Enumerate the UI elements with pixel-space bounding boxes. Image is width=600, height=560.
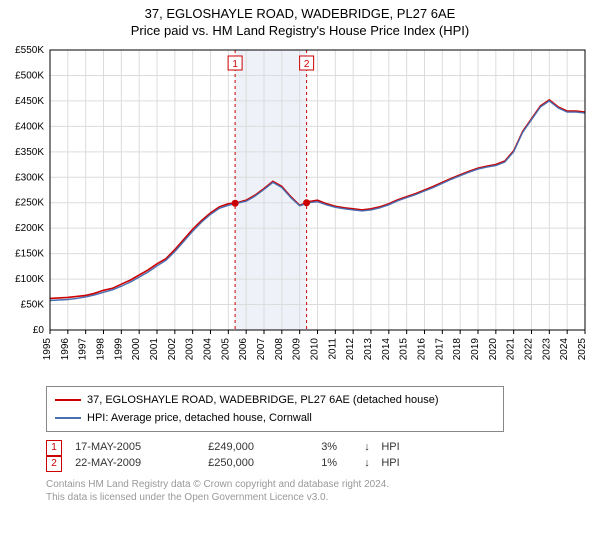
event-suffix: HPI [381,441,411,453]
svg-text:2011: 2011 [327,338,338,360]
svg-text:2014: 2014 [381,338,392,361]
svg-text:2016: 2016 [417,338,428,361]
svg-text:1996: 1996 [60,338,71,361]
svg-text:2025: 2025 [577,338,588,361]
legend-label: HPI: Average price, detached house, Corn… [87,412,312,424]
svg-text:2023: 2023 [541,338,552,361]
svg-text:£150K: £150K [15,249,44,260]
svg-text:2015: 2015 [399,338,410,361]
svg-text:2010: 2010 [310,338,321,361]
event-pct: 3% [321,441,361,453]
event-date: 22-MAY-2009 [75,457,205,469]
address-title: 37, EGLOSHAYLE ROAD, WADEBRIDGE, PL27 6A… [0,6,600,21]
legend-item: HPI: Average price, detached house, Corn… [55,409,495,427]
svg-text:1995: 1995 [42,338,53,361]
svg-text:£400K: £400K [15,121,44,132]
legend: 37, EGLOSHAYLE ROAD, WADEBRIDGE, PL27 6A… [46,386,504,432]
title-block: 37, EGLOSHAYLE ROAD, WADEBRIDGE, PL27 6A… [0,0,600,40]
svg-text:£350K: £350K [15,147,44,158]
svg-text:£450K: £450K [15,96,44,107]
svg-text:2012: 2012 [345,338,356,361]
event-marker: 2 [46,456,62,472]
chart-container: £0 £50K £100K £150K £200K £250K £300K £350K £400… [0,40,600,380]
event-marker: 1 [46,440,62,456]
svg-text:2001: 2001 [149,338,160,361]
footnote-line: This data is licensed under the Open Gov… [46,491,600,504]
svg-text:£0: £0 [33,325,45,336]
svg-text:£100K: £100K [15,274,44,285]
svg-text:2: 2 [304,59,310,70]
legend-label: 37, EGLOSHAYLE ROAD, WADEBRIDGE, PL27 6A… [87,394,439,406]
event-date: 17-MAY-2005 [75,441,205,453]
svg-text:£250K: £250K [15,198,44,209]
legend-swatch [55,399,81,401]
svg-text:£500K: £500K [15,70,44,81]
svg-text:2020: 2020 [488,338,499,361]
svg-text:1: 1 [232,59,238,70]
svg-text:1999: 1999 [113,338,124,361]
legend-item: 37, EGLOSHAYLE ROAD, WADEBRIDGE, PL27 6A… [55,391,495,409]
svg-text:2005: 2005 [220,338,231,361]
svg-text:2002: 2002 [167,338,178,361]
down-arrow-icon: ↓ [364,457,378,469]
svg-text:2003: 2003 [185,338,196,361]
svg-text:2022: 2022 [524,338,535,361]
footnote-line: Contains HM Land Registry data © Crown c… [46,478,600,491]
price-chart: £0 £50K £100K £150K £200K £250K £300K £350K £400… [0,40,600,380]
svg-text:£200K: £200K [15,223,44,234]
subtitle: Price paid vs. HM Land Registry's House … [0,23,600,38]
svg-text:£300K: £300K [15,172,44,183]
down-arrow-icon: ↓ [364,441,378,453]
svg-text:2008: 2008 [274,338,285,361]
legend-swatch [55,417,81,419]
event-suffix: HPI [381,457,411,469]
svg-text:£50K: £50K [21,300,45,311]
svg-text:1998: 1998 [96,338,107,361]
event-row: 2 22-MAY-2009 £250,000 1% ↓ HPI [46,456,600,472]
event-pct: 1% [321,457,361,469]
event-price: £249,000 [208,441,318,453]
svg-text:2018: 2018 [452,338,463,361]
svg-text:2017: 2017 [434,338,445,361]
svg-text:2009: 2009 [292,338,303,361]
svg-text:2013: 2013 [363,338,374,361]
svg-text:2024: 2024 [559,338,570,361]
svg-text:2000: 2000 [131,338,142,361]
svg-text:2007: 2007 [256,338,267,361]
svg-text:2019: 2019 [470,338,481,361]
svg-text:1997: 1997 [78,338,89,361]
event-row: 1 17-MAY-2005 £249,000 3% ↓ HPI [46,440,600,456]
svg-text:2004: 2004 [203,338,214,361]
footnote: Contains HM Land Registry data © Crown c… [46,478,600,504]
event-price: £250,000 [208,457,318,469]
svg-text:2006: 2006 [238,338,249,361]
svg-text:2021: 2021 [506,338,517,361]
events-table: 1 17-MAY-2005 £249,000 3% ↓ HPI 2 22-MAY… [46,440,600,472]
svg-text:£550K: £550K [15,45,44,56]
